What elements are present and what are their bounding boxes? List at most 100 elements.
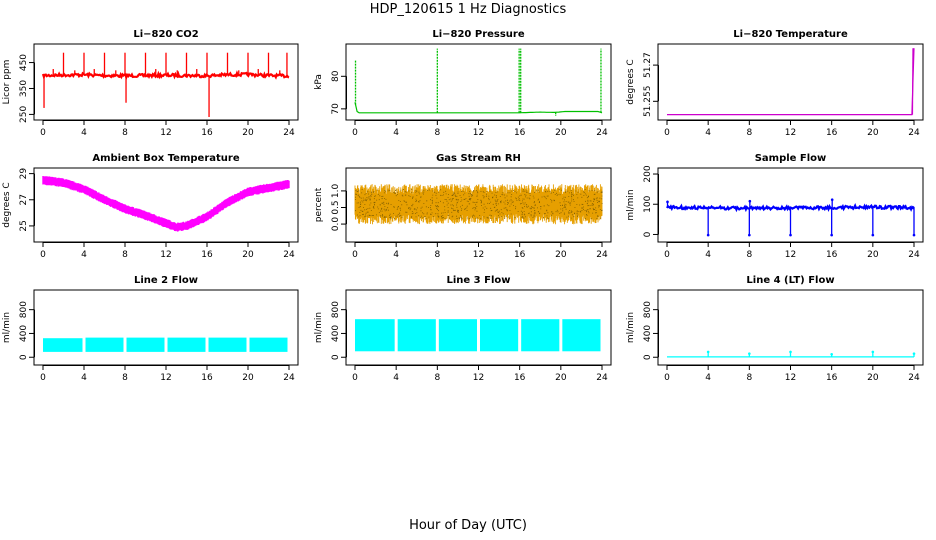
x-tick-label: 24 <box>596 373 608 383</box>
panel-title: Sample Flow <box>755 153 827 164</box>
x-tick-label: 24 <box>908 250 920 260</box>
plot-frame <box>33 289 299 366</box>
x-tick-label: 24 <box>283 128 295 138</box>
panel-2: Li−820 Pressure kPa 0 4 8 12 16 20 24 70 80 <box>314 29 612 138</box>
x-tick-label: 24 <box>596 128 608 138</box>
x-tick-label: 20 <box>242 250 254 260</box>
y-axis-label: ml/min <box>314 312 324 343</box>
panel-title: Ambient Box Temperature <box>92 153 239 164</box>
x-tick-label: 8 <box>122 373 128 383</box>
x-tick-label: 12 <box>473 250 484 260</box>
flow-block <box>521 319 560 352</box>
x-tick-label: 8 <box>746 250 752 260</box>
x-axis: 0 4 8 12 16 20 24 <box>40 365 295 383</box>
panel-9: Line 4 (LT) Flow ml/min 0 4 8 12 16 20 24 0 400 800 <box>626 275 924 383</box>
y-tick-label: 800 <box>643 301 653 318</box>
x-tick-label: 20 <box>555 373 567 383</box>
panel-8: Line 3 Flow ml/min 0 4 8 12 16 20 24 0 400 800 <box>314 275 612 383</box>
y-tick-label: 51.255 <box>643 86 653 118</box>
x-tick-label: 8 <box>122 128 128 138</box>
data-marks <box>666 198 916 237</box>
spike-point <box>830 352 833 356</box>
y-tick-label: 0 <box>19 354 29 360</box>
plot-frame <box>657 43 924 121</box>
x-tick-label: 8 <box>122 250 128 260</box>
panel-4: Ambient Box Temperature degrees C 0 4 8 12 16 2… <box>2 153 299 260</box>
data-marks <box>42 176 290 232</box>
spike-point <box>789 233 792 237</box>
x-tick-label: 8 <box>746 128 752 138</box>
x-tick-label: 0 <box>40 250 46 260</box>
spike-point <box>830 233 833 237</box>
x-tick-label: 16 <box>514 373 526 383</box>
flow-block <box>438 319 477 352</box>
x-tick-label: 16 <box>514 250 526 260</box>
y-tick-label: 1.0 <box>331 183 341 198</box>
panel-title: Gas Stream RH <box>436 153 521 164</box>
x-tick-label: 4 <box>705 250 711 260</box>
y-axis: 0 400 800 <box>19 301 35 360</box>
x-tick-label: 16 <box>514 128 526 138</box>
flow-block <box>208 337 247 352</box>
x-tick-label: 0 <box>352 128 358 138</box>
y-axis: 70 80 <box>331 70 347 115</box>
x-tick-label: 20 <box>867 128 879 138</box>
panel-title: Line 4 (LT) Flow <box>746 275 834 286</box>
x-tick-label: 20 <box>555 128 567 138</box>
x-tick-label: 0 <box>40 373 46 383</box>
data-marks <box>43 337 288 352</box>
panel-title: Li−820 Pressure <box>432 29 525 40</box>
panel-5: Gas Stream RH percent 0 4 8 12 16 20 24 0.0 0.5 1.0 <box>314 153 612 260</box>
y-axis: 250 350 450 <box>19 54 35 123</box>
spike-point <box>871 233 875 237</box>
x-tick-label: 4 <box>705 373 711 383</box>
plot-frame <box>345 43 612 121</box>
x-tick-label: 20 <box>867 250 879 260</box>
x-tick-label: 16 <box>826 128 838 138</box>
flow-block <box>167 337 206 352</box>
y-axis: 51.255 51.27 <box>643 52 659 117</box>
series-band <box>42 176 290 232</box>
x-tick-label: 16 <box>826 373 838 383</box>
y-tick-label: 0.0 <box>331 217 341 232</box>
y-tick-label: 450 <box>19 54 29 71</box>
y-tick-label: 0 <box>643 354 653 360</box>
spike-point <box>912 352 916 355</box>
x-tick-label: 0 <box>352 250 358 260</box>
y-tick-label: 400 <box>19 325 29 342</box>
x-axis: 0 4 8 12 16 20 24 <box>352 120 608 138</box>
data-marks <box>354 184 603 225</box>
panel-title: Li−820 CO2 <box>133 29 198 40</box>
x-tick-label: 4 <box>81 250 87 260</box>
flow-block <box>126 337 165 352</box>
x-tick-label: 0 <box>664 373 670 383</box>
x-tick-label: 24 <box>908 373 920 383</box>
plot-frame <box>33 167 299 243</box>
series-dots <box>355 189 603 220</box>
flow-block <box>355 319 395 352</box>
x-tick-label: 4 <box>705 128 711 138</box>
x-tick-label: 0 <box>664 250 670 260</box>
y-tick-label: 70 <box>331 103 341 115</box>
x-tick-label: 0 <box>352 373 358 383</box>
x-tick-label: 8 <box>434 373 440 383</box>
x-tick-label: 4 <box>393 250 399 260</box>
spike-point <box>912 233 916 237</box>
x-tick-label: 12 <box>785 373 796 383</box>
x-tick-label: 20 <box>242 128 254 138</box>
x-tick-label: 24 <box>283 250 295 260</box>
spike-point <box>748 352 751 355</box>
x-tick-label: 16 <box>201 128 213 138</box>
series-line <box>667 48 915 116</box>
y-axis-label: degrees C <box>626 59 636 104</box>
x-tick-label: 16 <box>826 250 838 260</box>
spike-point <box>830 198 834 202</box>
x-tick-label: 4 <box>81 373 87 383</box>
y-axis-label: Licor ppm <box>2 60 12 105</box>
y-axis: 0.0 0.5 1.0 <box>331 183 347 231</box>
x-tick-label: 16 <box>201 250 213 260</box>
x-axis: 0 4 8 12 16 20 24 <box>40 242 295 260</box>
y-axis-label: kPa <box>314 74 324 90</box>
x-tick-label: 12 <box>785 128 796 138</box>
